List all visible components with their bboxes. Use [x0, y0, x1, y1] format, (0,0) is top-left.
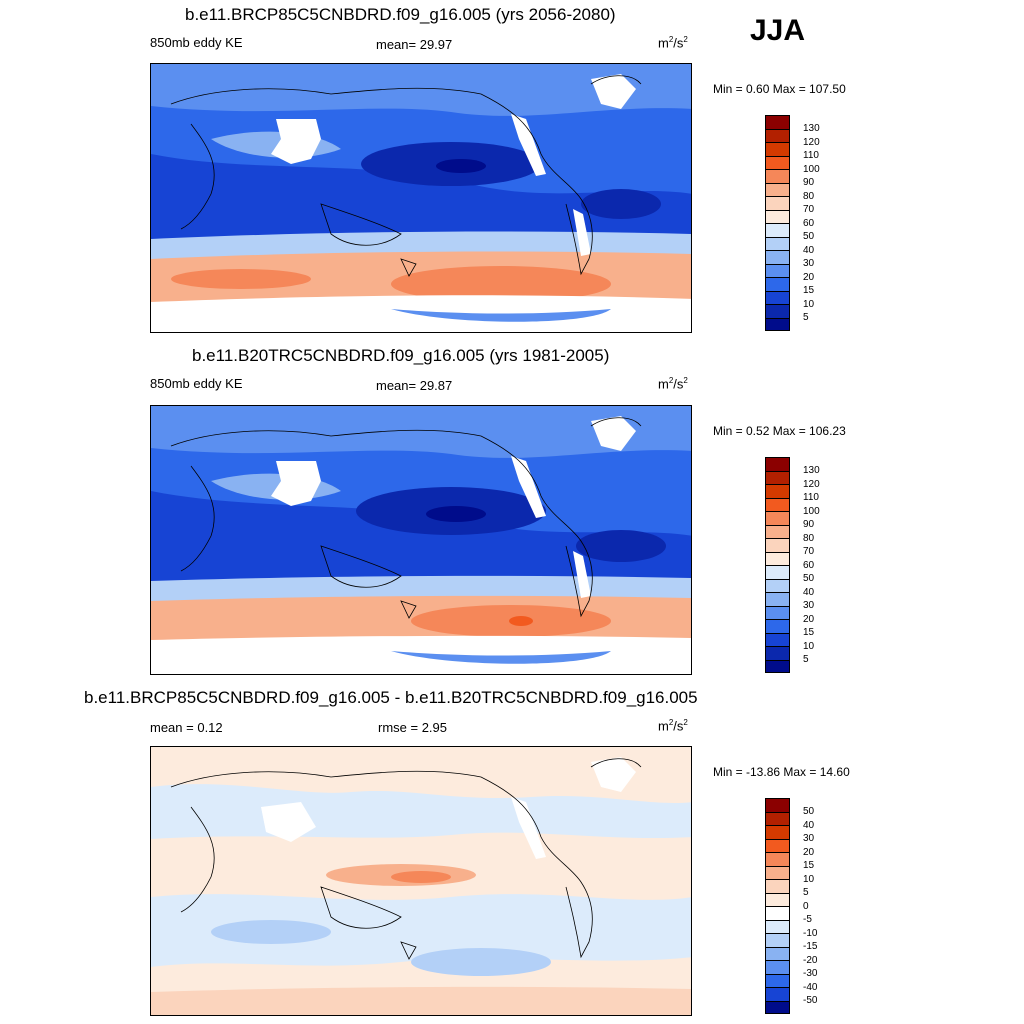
panel3-cb-label: 5 [803, 887, 809, 898]
panel3-cb-label: -40 [803, 982, 818, 993]
panel1-cb-label: 60 [803, 218, 815, 229]
panel2-cb-label: 10 [803, 641, 815, 652]
panel2-minmax: Min = 0.52 Max = 106.23 [713, 424, 846, 438]
panel1-cb-label: 120 [803, 137, 820, 148]
panel3-center-label: rmse = 2.95 [378, 720, 448, 735]
panel1-cb-label: 110 [803, 150, 819, 161]
panel2-cb-label: 20 [803, 614, 815, 625]
panel2-map-svg [151, 406, 691, 674]
panel3-cb-label: 20 [803, 847, 815, 858]
panel3-cb-label: -20 [803, 955, 818, 966]
panel1-title: b.e11.BRCP85C5CNBDRD.f09_g16.005 (yrs 20… [185, 5, 616, 24]
panel1-map-svg [151, 64, 691, 332]
panel1-cb-label: 100 [803, 164, 820, 175]
panel1-cb-label: 50 [803, 231, 815, 242]
panel3-cb-label: -15 [803, 941, 818, 952]
panel1-cb-label: 10 [803, 299, 815, 310]
panel2-cb-label: 15 [803, 627, 815, 638]
panel3-units: m2/s2 [658, 718, 688, 734]
panel2-map [150, 405, 692, 675]
panel2-cb-label: 40 [803, 587, 815, 598]
panel1-minmax: Min = 0.60 Max = 107.50 [713, 82, 846, 96]
panel3-cb-label: 50 [803, 806, 815, 817]
panel1-cb-label: 40 [803, 245, 815, 256]
panel2-left-label: 850mb eddy KE [150, 376, 243, 391]
panel3-cb-label: 30 [803, 833, 815, 844]
panel2-cb-label: 90 [803, 519, 815, 530]
panel3-cb-label: -30 [803, 968, 818, 979]
panel1-map [150, 63, 692, 333]
panel3-cb-label: 15 [803, 860, 815, 871]
panel1-cb-label: 130 [803, 123, 820, 134]
panel2-cb-label: 5 [803, 654, 809, 665]
panel2-cb-label: 80 [803, 533, 815, 544]
panel2-cb-label: 120 [803, 479, 820, 490]
panel3-left-label: mean = 0.12 [150, 720, 223, 735]
panel3-title: b.e11.BRCP85C5CNBDRD.f09_g16.005 - b.e11… [84, 688, 698, 707]
panel1-units: m2/s2 [658, 35, 688, 51]
panel3-cb-label: 10 [803, 874, 815, 885]
panel2-cb-label: 60 [803, 560, 815, 571]
panel1-center-label: mean= 29.97 [376, 37, 453, 52]
panel3-map [150, 746, 692, 1016]
panel3-cb-label: -5 [803, 914, 812, 925]
panel1-colorbar [765, 115, 790, 331]
panel2-cb-label: 30 [803, 600, 815, 611]
panel1-cb-label: 30 [803, 258, 815, 269]
panel2-cb-label: 130 [803, 465, 820, 476]
panel2-title: b.e11.B20TRC5CNBDRD.f09_g16.005 (yrs 198… [192, 346, 610, 365]
panel2-colorbar [765, 457, 790, 673]
panel3-cb-label: 0 [803, 901, 809, 912]
panel2-cb-label: 110 [803, 492, 819, 503]
panel3-colorbar [765, 798, 790, 1014]
panel3-minmax: Min = -13.86 Max = 14.60 [713, 765, 850, 779]
panel2-cb-label: 100 [803, 506, 820, 517]
panel1-cb-label: 70 [803, 204, 815, 215]
panel2-center-label: mean= 29.87 [376, 378, 453, 393]
panel2-units: m2/s2 [658, 376, 688, 392]
panel2-cb-label: 50 [803, 573, 815, 584]
panel1-cb-label: 20 [803, 272, 815, 283]
panel2-cb-label: 70 [803, 546, 815, 557]
panel3-cb-label: 40 [803, 820, 815, 831]
panel1-left-label: 850mb eddy KE [150, 35, 243, 50]
panel3-cb-label: -50 [803, 995, 818, 1006]
panel1-cb-label: 5 [803, 312, 809, 323]
panel1-cb-label: 90 [803, 177, 815, 188]
panel1-cb-label: 15 [803, 285, 815, 296]
panel3-map-svg [151, 747, 691, 1015]
panel3-cb-label: -10 [803, 928, 818, 939]
season-label: JJA [750, 14, 806, 47]
panel1-cb-label: 80 [803, 191, 815, 202]
